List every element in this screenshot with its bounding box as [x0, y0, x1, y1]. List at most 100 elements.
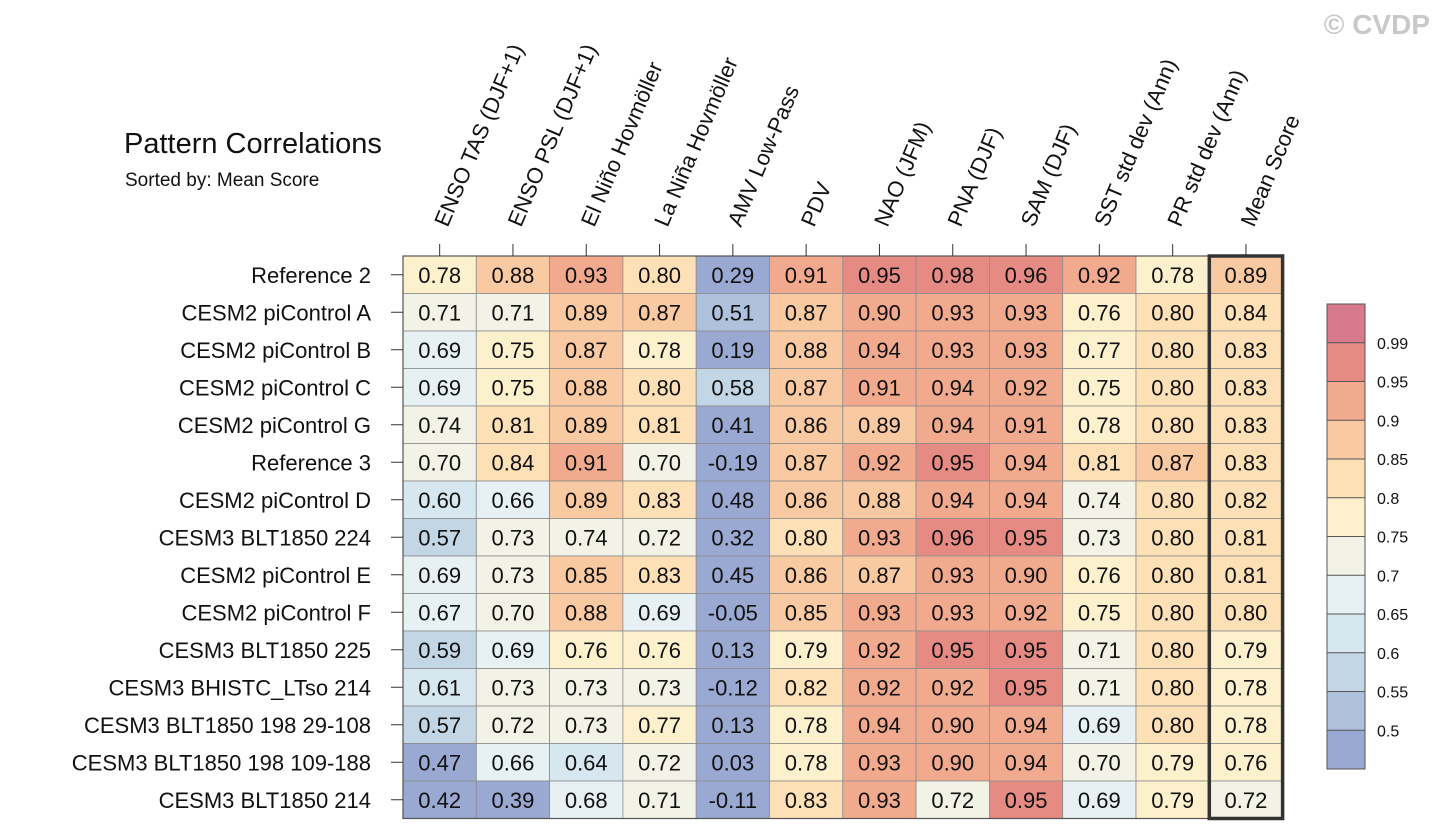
heatmap-cell: [842, 743, 917, 782]
heatmap-cell: [769, 293, 844, 332]
heatmap-cell: [622, 705, 697, 744]
cell-value-label: 0.94: [1005, 750, 1048, 775]
heatmap-cell: [769, 368, 844, 407]
cell-value-label: 0.87: [1151, 450, 1194, 475]
heatmap-cell: [915, 443, 990, 482]
heatmap-cell: [549, 405, 624, 444]
heatmap-cell: [402, 405, 477, 444]
heatmap-cell: [769, 480, 844, 519]
cell-value-label: 0.78: [785, 713, 828, 738]
cell-value-label: 0.75: [1078, 600, 1121, 625]
cell-value-label: 0.89: [565, 413, 608, 438]
cell-value-label: 0.88: [492, 263, 535, 288]
cell-value-label: 0.45: [711, 563, 754, 588]
heatmap-cell: [1135, 405, 1210, 444]
column-label: SST std dev (Ann): [1089, 55, 1182, 230]
heatmap-cell: [475, 593, 550, 632]
cell-value-label: 0.89: [1225, 263, 1268, 288]
heatmap-cell: [695, 405, 770, 444]
cell-value-label: 0.82: [785, 675, 828, 700]
heatmap-cell: [475, 630, 550, 669]
cell-value-label: 0.78: [418, 263, 461, 288]
heatmap-cell: [475, 255, 550, 294]
cell-value-label: 0.83: [638, 563, 681, 588]
cell-value-label: 0.78: [785, 750, 828, 775]
cell-value-label: 0.78: [1225, 713, 1268, 738]
heatmap-cell: [1135, 668, 1210, 707]
heatmap-cell: [842, 668, 917, 707]
heatmap-cell: [695, 743, 770, 782]
heatmap-cell: [1135, 630, 1210, 669]
cell-value-label: 0.83: [1225, 375, 1268, 400]
cell-value-label: 0.93: [931, 338, 974, 363]
cell-value-label: 0.88: [858, 488, 901, 513]
cell-value-label: 0.66: [492, 488, 535, 513]
cell-value-label: 0.32: [711, 525, 754, 550]
cell-value-label: 0.80: [1151, 338, 1194, 363]
heatmap-cell: [402, 743, 477, 782]
colorbar-segment: [1327, 497, 1365, 537]
heatmap-cell: [1062, 443, 1137, 482]
cell-value-label: 0.73: [565, 675, 608, 700]
cell-value-label: -0.05: [708, 600, 758, 625]
heatmap-cell: [769, 668, 844, 707]
cell-value-label: 0.78: [638, 338, 681, 363]
cell-value-label: 0.88: [565, 375, 608, 400]
cell-value-label: 0.69: [418, 338, 461, 363]
cell-value-label: 0.86: [785, 563, 828, 588]
heatmap-cell: [1062, 668, 1137, 707]
heatmap-cell: [1208, 630, 1284, 669]
heatmap-cell: [769, 743, 844, 782]
cell-value-label: -0.19: [708, 450, 758, 475]
heatmap-cell: [915, 630, 990, 669]
heatmap-cell: [622, 630, 697, 669]
cell-value-label: 0.84: [492, 450, 535, 475]
cell-value-label: 0.83: [1225, 413, 1268, 438]
colorbar-tick-label: 0.85: [1377, 452, 1408, 469]
cell-value-label: 0.75: [1078, 375, 1121, 400]
heatmap-cell: [549, 705, 624, 744]
cell-value-label: 0.77: [638, 713, 681, 738]
colorbar-segment: [1327, 342, 1365, 382]
cell-value-label: 0.94: [1005, 713, 1048, 738]
column-label: El Niño Hovmöller: [576, 58, 668, 230]
cell-value-label: 0.92: [858, 450, 901, 475]
cell-value-label: 0.29: [711, 263, 754, 288]
cell-value-label: 0.73: [638, 675, 681, 700]
cell-value-label: 0.87: [858, 563, 901, 588]
cell-value-label: 0.81: [1078, 450, 1121, 475]
heatmap-cell: [475, 705, 550, 744]
column-label: Mean Score: [1236, 111, 1305, 230]
cell-value-label: 0.96: [931, 525, 974, 550]
cell-value-label: 0.95: [931, 450, 974, 475]
cell-value-label: -0.11: [709, 788, 758, 813]
colorbar-frame: [1326, 303, 1366, 770]
cell-value-label: 0.76: [1225, 750, 1268, 775]
cell-value-label: 0.87: [638, 300, 681, 325]
heatmap-cell: [1062, 705, 1137, 744]
cell-value-label: 0.69: [418, 563, 461, 588]
heatmap-cell: [622, 593, 697, 632]
cell-value-label: 0.88: [565, 600, 608, 625]
colorbar-tick-label: 0.55: [1377, 685, 1408, 702]
heatmap-cell: [622, 368, 697, 407]
heatmap-cell: [549, 555, 624, 594]
heatmap-cell: [842, 518, 917, 557]
cell-value-label: 0.85: [565, 563, 608, 588]
colorbar-segment: [1327, 691, 1365, 731]
cell-value-label: 0.19: [711, 338, 754, 363]
heatmap-cell: [622, 555, 697, 594]
cell-value-label: 0.92: [931, 675, 974, 700]
cell-value-label: 0.80: [1151, 375, 1194, 400]
row-label: CESM2 piControl D: [179, 488, 371, 513]
heatmap-cell: [549, 480, 624, 519]
cell-value-label: 0.79: [1151, 788, 1194, 813]
cell-value-label: 0.91: [1005, 413, 1048, 438]
cell-value-label: 0.82: [1225, 488, 1268, 513]
heatmap-cell: [842, 480, 917, 519]
cell-value-label: 0.61: [418, 675, 461, 700]
heatmap-cell: [1208, 330, 1284, 369]
cell-value-label: 0.95: [1005, 675, 1048, 700]
heatmap-cell: [622, 480, 697, 519]
